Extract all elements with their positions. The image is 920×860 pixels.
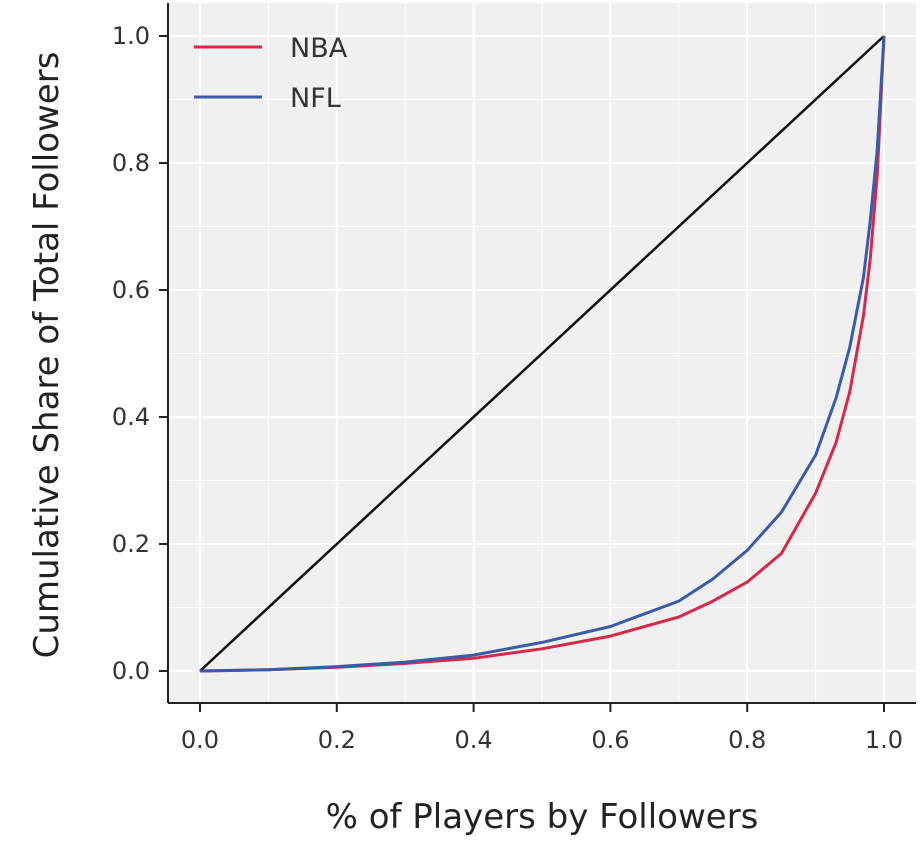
series-line-nfl [199,35,886,673]
x-ticks: 0.0 0.2 0.4 0.6 0.8 1.0 [181,703,903,754]
x-axis-title: % of Players by Followers [326,797,759,837]
equality-line [199,35,885,672]
x-tick-label: 0.6 [591,726,629,754]
x-tick-label: 0.2 [318,726,356,754]
y-tick-label: 0.4 [112,403,150,431]
x-tick-label: 0.0 [181,726,219,754]
y-axis-title: Cumulative Share of Total Followers [27,52,67,659]
x-tick-label: 0.4 [455,726,493,754]
legend-label-nfl: NFL [290,83,341,114]
y-ticks: 0.0 0.2 0.4 0.6 0.8 1.0 [112,22,168,685]
y-tick-label: 1.0 [112,22,150,50]
y-tick-label: 0.6 [112,276,150,304]
x-tick-label: 1.0 [865,726,903,754]
gridlines [168,3,916,703]
y-tick-label: 0.2 [112,530,150,558]
y-tick-label: 0.0 [112,657,150,685]
x-tick-label: 0.8 [728,726,766,754]
y-tick-label: 0.8 [112,149,150,177]
series-layer [199,35,886,673]
legend-label-nba: NBA [290,33,348,64]
legend: NBA NFL [194,33,348,114]
